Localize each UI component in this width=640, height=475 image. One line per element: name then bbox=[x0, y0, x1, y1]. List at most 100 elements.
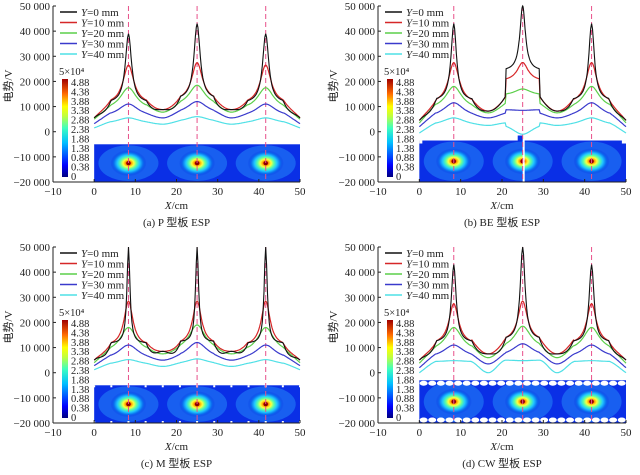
plate-baffle-mark bbox=[161, 421, 164, 423]
colorbar-label: 0.38 bbox=[396, 163, 414, 174]
plate-wave-bottom bbox=[617, 417, 626, 423]
y-tick-label: −20 000 bbox=[339, 418, 376, 430]
plate-wave-bottom bbox=[574, 417, 583, 423]
plate-wave-bottom bbox=[419, 417, 428, 423]
y-tick-label: 40 000 bbox=[20, 26, 51, 38]
colorbar-label: 4.38 bbox=[396, 87, 414, 98]
plate-wave-top bbox=[566, 380, 575, 386]
plate-wave-top bbox=[514, 380, 523, 386]
plate-wave-top bbox=[540, 380, 549, 386]
colorbar-label: 0.88 bbox=[396, 153, 414, 164]
x-tick-label: 0 bbox=[91, 427, 97, 439]
legend-label: Y=30 mm bbox=[406, 39, 450, 51]
colorbar-label: 1.88 bbox=[396, 375, 414, 386]
x-tick-label: −10 bbox=[369, 427, 387, 439]
plate-wave-bottom bbox=[600, 417, 609, 423]
x-tick-label: 30 bbox=[212, 427, 224, 439]
plate-wave-top bbox=[591, 380, 600, 386]
y-tick-label: −20 000 bbox=[14, 177, 51, 189]
colorbar-label: 4.88 bbox=[71, 78, 89, 89]
series-line-y0mm bbox=[418, 4, 627, 121]
plate-wave-top bbox=[428, 380, 437, 386]
y-tick-label: 30 000 bbox=[20, 51, 51, 63]
plate-gap bbox=[522, 140, 525, 182]
plate-baffle-mark bbox=[144, 421, 147, 423]
y-tick-label: 0 bbox=[370, 368, 376, 380]
plate-wave-top bbox=[419, 380, 428, 386]
y-tick-label: 10 000 bbox=[20, 343, 51, 355]
x-tick-label: 40 bbox=[253, 186, 265, 198]
plate-wave-top bbox=[583, 380, 592, 386]
legend-label: Y=10 mm bbox=[406, 259, 450, 271]
series-line-y40mm bbox=[418, 359, 627, 374]
y-tick-label: 30 000 bbox=[345, 292, 376, 304]
x-axis-label: X/cm bbox=[489, 200, 514, 212]
plate-baffle-mark bbox=[110, 385, 113, 388]
x-tick-label: 40 bbox=[253, 427, 265, 439]
y-tick-label: −10 000 bbox=[14, 152, 51, 164]
x-tick-label: −10 bbox=[44, 427, 62, 439]
colorbar-label: 2.38 bbox=[396, 125, 414, 136]
plate-edge-bend bbox=[517, 135, 523, 142]
x-axis-label: X/cm bbox=[164, 200, 189, 212]
plate-wave-top bbox=[471, 380, 480, 386]
colorbar-label: 3.38 bbox=[71, 106, 89, 117]
series-line-y30mm bbox=[418, 102, 627, 128]
x-tick-label: 0 bbox=[91, 186, 97, 198]
series-line-y10mm bbox=[93, 300, 301, 361]
plate-baffle-mark bbox=[144, 385, 147, 388]
series-line-y40mm bbox=[93, 358, 301, 371]
plate-wave-bottom bbox=[462, 417, 471, 423]
x-tick-label: 50 bbox=[621, 427, 633, 439]
legend-label: Y=10 mm bbox=[81, 259, 125, 271]
discharge-wire bbox=[263, 160, 268, 166]
plate-baffle-mark bbox=[230, 385, 233, 388]
colorbar-label: 0.38 bbox=[71, 404, 89, 415]
y-tick-label: −20 000 bbox=[14, 418, 51, 430]
plate-wave-top bbox=[479, 380, 488, 386]
series-line-y20mm bbox=[418, 85, 627, 124]
legend-label: Y=0 mm bbox=[406, 248, 444, 260]
x-tick-label: −10 bbox=[44, 186, 62, 198]
colorbar-title: 5×10⁴ bbox=[384, 308, 410, 319]
x-tick-label: 20 bbox=[171, 427, 183, 439]
y-tick-label: 20 000 bbox=[20, 317, 51, 329]
plate-wave-top bbox=[574, 380, 583, 386]
legend-label: Y=0 mm bbox=[406, 7, 444, 19]
x-tick-label: 10 bbox=[130, 427, 142, 439]
plate-wave-top bbox=[522, 380, 531, 386]
colorbar-label: 3.38 bbox=[396, 347, 414, 358]
legend-label: Y=30 mm bbox=[81, 280, 125, 292]
y-tick-label: 20 000 bbox=[345, 317, 376, 329]
colorbar-label: 3.88 bbox=[71, 338, 89, 349]
y-tick-label: 10 000 bbox=[20, 102, 51, 114]
series-line-y30mm bbox=[93, 341, 301, 367]
x-tick-label: 10 bbox=[455, 427, 467, 439]
plate-baffle-mark bbox=[264, 421, 267, 423]
chart-panel-p: −20 000 −10 000 0 10 000 20 000 30 000 40 000 5… bbox=[2, 1, 306, 229]
plate-wave-bottom bbox=[531, 417, 540, 423]
plate-wave-bottom bbox=[522, 417, 531, 423]
legend-label: Y=40 mm bbox=[406, 49, 450, 61]
plate-wave-top bbox=[557, 380, 566, 386]
plate-wave-top bbox=[531, 380, 540, 386]
y-axis-label: 电势/V bbox=[327, 310, 340, 343]
x-tick-label: 50 bbox=[295, 427, 307, 439]
colorbar-label: 4.38 bbox=[71, 328, 89, 339]
y-tick-label: 40 000 bbox=[345, 267, 376, 279]
discharge-wire bbox=[126, 401, 131, 407]
plate-baffle-mark bbox=[110, 421, 113, 423]
series-line-y0mm bbox=[418, 246, 627, 361]
panel-caption: (a) P 型板 ESP bbox=[143, 215, 210, 229]
x-axis-label: X/cm bbox=[164, 441, 189, 453]
x-tick-label: 30 bbox=[212, 186, 224, 198]
plate-wave-top bbox=[445, 380, 454, 386]
y-tick-label: 0 bbox=[45, 368, 51, 380]
x-tick-label: 10 bbox=[455, 186, 467, 198]
plate-wave-top bbox=[548, 380, 557, 386]
y-tick-label: 0 bbox=[45, 127, 51, 139]
plate-baffle-mark bbox=[178, 421, 181, 423]
colorbar-label: 3.38 bbox=[396, 106, 414, 117]
plate-wave-top bbox=[609, 380, 618, 386]
